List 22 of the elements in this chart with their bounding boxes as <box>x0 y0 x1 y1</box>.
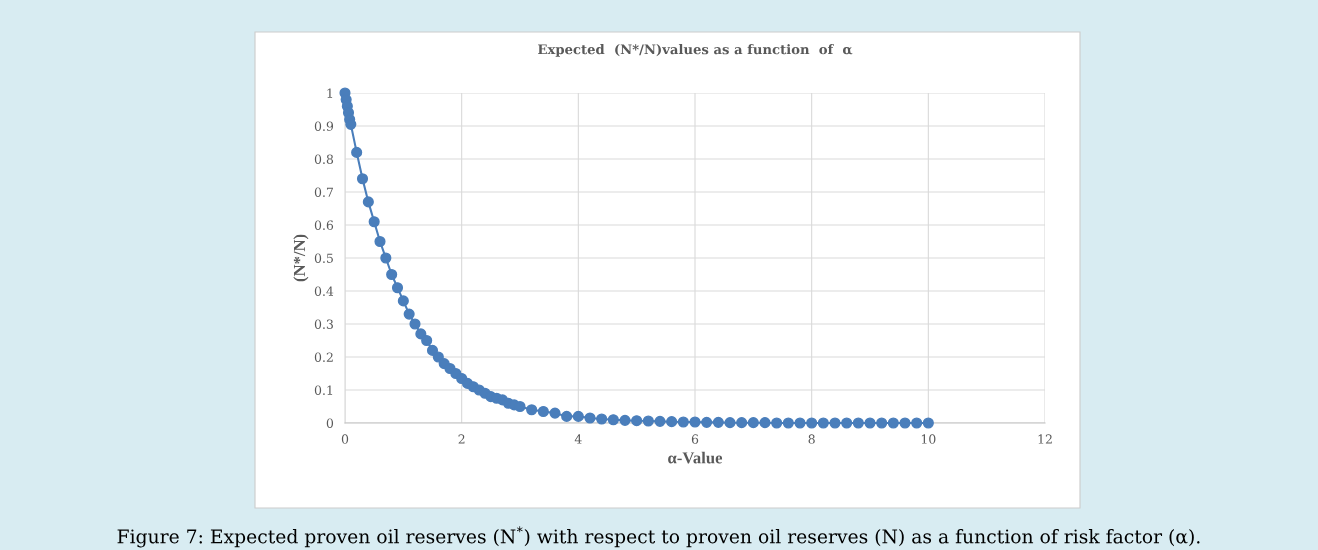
y-axis-title: (N*/N) <box>293 234 309 282</box>
x-tick-label: 12 <box>1038 434 1052 444</box>
y-tick-label: 0.8 <box>314 154 334 164</box>
y-tick-label: 0.4 <box>314 286 334 296</box>
chart-title: Expected (N*/N)values as a function of α <box>538 44 853 57</box>
y-tick-label: 0.9 <box>314 121 334 131</box>
y-tick-label: 0.5 <box>314 253 333 263</box>
x-axis-title: α-Value <box>668 451 723 464</box>
y-tick-label: 0.2 <box>314 352 333 362</box>
x-tick-label: 4 <box>574 434 582 444</box>
y-tick-label: 0.6 <box>314 220 334 230</box>
x-tick-label: 8 <box>808 434 815 444</box>
x-tick-label: 10 <box>921 434 936 444</box>
y-tick-label: 0.7 <box>314 187 333 197</box>
x-tick-label: 6 <box>691 434 699 444</box>
caption: Figure 7: Expected proven oil reserves (N$^{*}$) with respect to proven oil reserves (N) as a function of risk factor (α). <box>117 526 1200 548</box>
x-tick-label: 2 <box>458 434 465 444</box>
y-tick-label: 0.1 <box>314 385 333 395</box>
y-tick-label: 1 <box>327 88 333 98</box>
x-tick-label: 0 <box>341 434 349 444</box>
y-tick-label: 0.3 <box>314 319 333 329</box>
y-tick-label: 0 <box>326 418 334 428</box>
